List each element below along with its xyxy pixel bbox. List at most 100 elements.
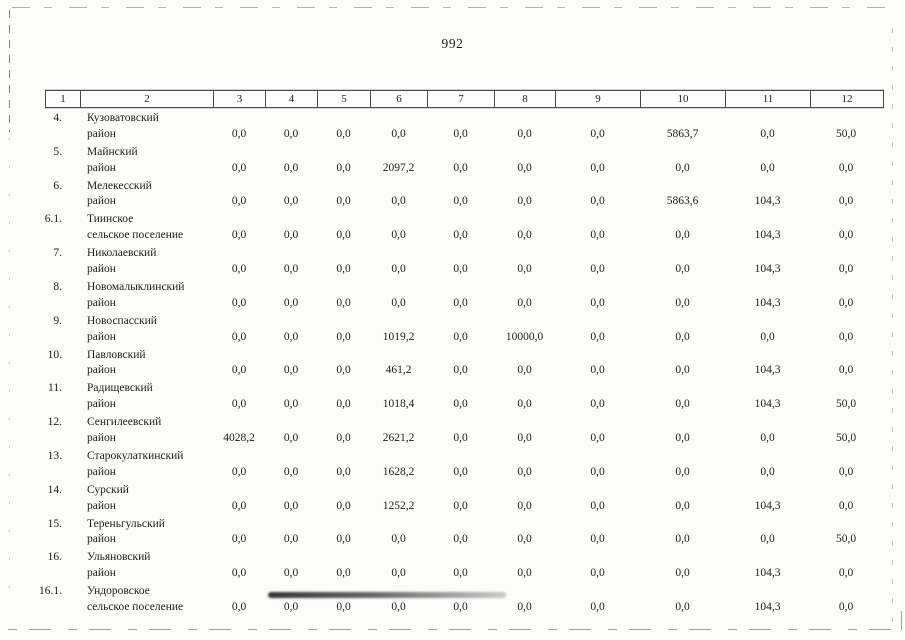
cell-value: 1019,2 — [382, 330, 415, 343]
cell-value: 0,0 — [675, 567, 690, 580]
district-name: Старокулаткинский район — [62, 448, 213, 482]
cell-value: 0,0 — [517, 229, 532, 242]
cell-value: 0,0 — [838, 567, 854, 580]
cell-value: 50,0 — [835, 431, 857, 444]
row-number: 9. — [53, 314, 62, 327]
cell-value: 0,0 — [590, 262, 605, 275]
cell-value: 0,0 — [283, 600, 299, 613]
cell-value: 0,0 — [231, 465, 247, 478]
cell-value: 0,0 — [590, 161, 605, 174]
cell-value: 0,0 — [336, 296, 351, 309]
cell-value: 0,0 — [517, 364, 532, 377]
table-row: 14. Сурский район 0,0 0,0 0,0 1252,2 0,0 0,0 0,0 0… — [27, 482, 882, 516]
cell-value: 104,3 — [754, 364, 781, 377]
table-row: 12. Сенгилеевский район 4028,2 0,0 0,0 2621,2 0… — [27, 414, 882, 448]
cell-value: 0,0 — [760, 431, 775, 444]
cell-value: 0,0 — [675, 533, 690, 546]
district-name-line1: Сенгилеевский — [87, 416, 162, 429]
district-name-line1: Павловский — [87, 348, 146, 361]
cell-value: 0,0 — [336, 127, 351, 140]
cell-value: 0,0 — [517, 465, 532, 478]
cell-value: 50,0 — [835, 398, 857, 411]
cell-value: 0,0 — [231, 499, 247, 512]
cell-value: 104,3 — [754, 398, 781, 411]
cell-value: 0,0 — [675, 364, 690, 377]
cell-value: 461,2 — [385, 364, 412, 377]
cell-value: 50,0 — [835, 127, 857, 140]
cell-value: 0,0 — [453, 431, 468, 444]
row-number: 15. — [47, 517, 62, 530]
cell-value: 0,0 — [336, 398, 351, 411]
cell-value: 0,0 — [283, 364, 299, 377]
scan-artifact-corner-mark — [901, 611, 902, 630]
district-name-line1: Тереньгульский — [87, 517, 165, 530]
cell-value: 0,0 — [590, 431, 605, 444]
district-name: Новомалыклинский район — [62, 279, 213, 313]
cell-value: 0,0 — [590, 499, 605, 512]
row-number: 6. — [53, 179, 62, 192]
cell-value: 0,0 — [517, 533, 532, 546]
cell-value: 0,0 — [453, 161, 468, 174]
district-name: Кузоватовский район — [62, 110, 213, 144]
cell-value: 0,0 — [838, 195, 854, 208]
column-header-3: 3 — [214, 91, 266, 107]
cell-value: 0,0 — [283, 195, 299, 208]
district-name: Ульяновский район — [62, 549, 213, 583]
cell-value: 0,0 — [760, 533, 775, 546]
cell-value: 0,0 — [231, 398, 247, 411]
cell-value: 0,0 — [517, 296, 532, 309]
cell-value: 0,0 — [838, 296, 854, 309]
cell-value: 0,0 — [517, 262, 532, 275]
cell-value: 0,0 — [336, 229, 351, 242]
cell-value: 0,0 — [838, 465, 854, 478]
table-row: 16. Ульяновский район 0,0 0,0 0,0 0,0 0,0 0,0 0,0… — [27, 549, 882, 583]
cell-value: 0,0 — [760, 127, 775, 140]
district-name-line2: район — [87, 431, 116, 444]
cell-value: 1252,2 — [382, 499, 415, 512]
cell-value: 0,0 — [283, 229, 299, 242]
district-name-line1: Кузоватовский — [87, 112, 159, 124]
cell-value: 0,0 — [391, 296, 406, 309]
district-name-line2: район — [87, 398, 116, 411]
district-name: Майнский район — [62, 144, 213, 178]
cell-value: 0,0 — [336, 600, 351, 613]
cell-value: 0,0 — [391, 195, 406, 208]
cell-value: 0,0 — [838, 600, 854, 613]
row-number: 16.1. — [39, 585, 62, 598]
column-header-5: 5 — [318, 91, 371, 107]
cell-value: 0,0 — [391, 600, 406, 613]
cell-value: 0,0 — [590, 330, 605, 343]
scan-artifact-left-dots — [9, 138, 10, 593]
cell-value: 0,0 — [283, 127, 299, 140]
cell-value: 0,0 — [231, 195, 247, 208]
cell-value: 0,0 — [590, 195, 605, 208]
cell-value: 0,0 — [231, 533, 247, 546]
cell-value: 0,0 — [675, 398, 690, 411]
table-row: 11. Радищевский район 0,0 0,0 0,0 1018,4 0,0 0,0… — [27, 380, 882, 414]
cell-value: 0,0 — [675, 296, 690, 309]
column-header-11: 11 — [726, 91, 811, 107]
cell-value: 104,3 — [754, 195, 781, 208]
district-name-line2: сельское поселение — [87, 600, 184, 613]
cell-value: 0,0 — [336, 465, 351, 478]
row-number: 14. — [47, 483, 62, 496]
cell-value: 0,0 — [283, 533, 299, 546]
scan-artifact-top-line — [12, 7, 896, 8]
cell-value: 0,0 — [517, 567, 532, 580]
cell-value: 0,0 — [517, 195, 532, 208]
table-body: 4. Кузоватовский район 0,0 0,0 0,0 0,0 0,0 0,0 0,… — [27, 110, 882, 617]
row-number: 13. — [47, 449, 62, 462]
cell-value: 0,0 — [231, 600, 247, 613]
cell-value: 0,0 — [675, 600, 690, 613]
cell-value: 0,0 — [336, 262, 351, 275]
row-number: 5. — [53, 145, 62, 158]
district-name-line1: Старокулаткинский — [87, 449, 184, 462]
cell-value: 0,0 — [838, 364, 854, 377]
district-name: Тиинское сельское поселение — [62, 211, 213, 245]
cell-value: 104,3 — [754, 567, 781, 580]
cell-value: 0,0 — [453, 330, 468, 343]
district-name-line2: район — [87, 499, 116, 512]
district-name-line1: Майнский — [87, 145, 138, 158]
cell-value: 0,0 — [838, 262, 854, 275]
district-name-line1: Радищевский — [87, 382, 153, 395]
